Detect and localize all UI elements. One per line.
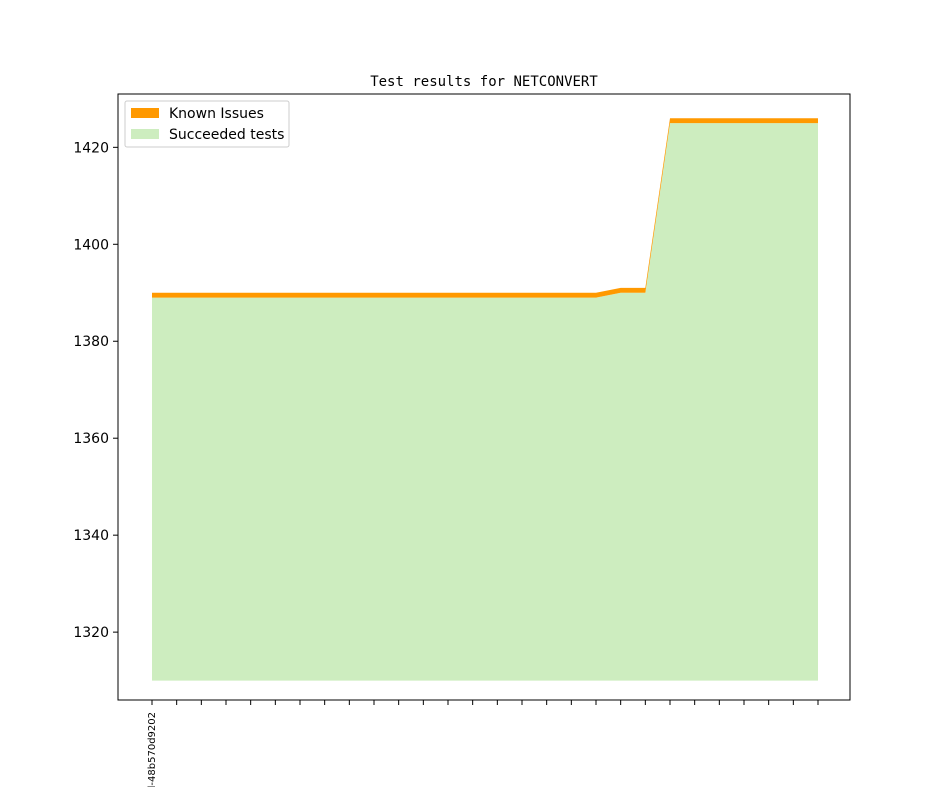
y-tick-label: 1360 <box>73 431 109 447</box>
x-axis: l-48b570d9202 <box>147 700 819 787</box>
legend-swatch-known-issues <box>131 108 159 118</box>
area-succeeded-tests <box>152 123 818 681</box>
legend-swatch-succeeded-tests <box>131 129 159 139</box>
y-tick-label: 1340 <box>73 528 109 544</box>
plot-frame <box>117 93 851 701</box>
legend: Known Issues Succeeded tests <box>124 100 290 148</box>
y-tick-label: 1420 <box>73 140 109 156</box>
legend-label-known-issues: Known Issues <box>169 106 264 122</box>
plot-areas <box>152 118 818 681</box>
y-axis: 1320 1340 1360 1380 1400 1420 <box>73 140 118 641</box>
chart-title: Test results for NETCONVERT <box>370 74 598 90</box>
y-tick-label: 1320 <box>73 625 109 641</box>
legend-label-succeeded-tests: Succeeded tests <box>169 127 284 143</box>
y-tick-label: 1400 <box>73 237 109 253</box>
legend-box <box>124 100 290 148</box>
x-tick-label: l-48b570d9202 <box>147 712 158 787</box>
y-tick-label: 1380 <box>73 334 109 350</box>
